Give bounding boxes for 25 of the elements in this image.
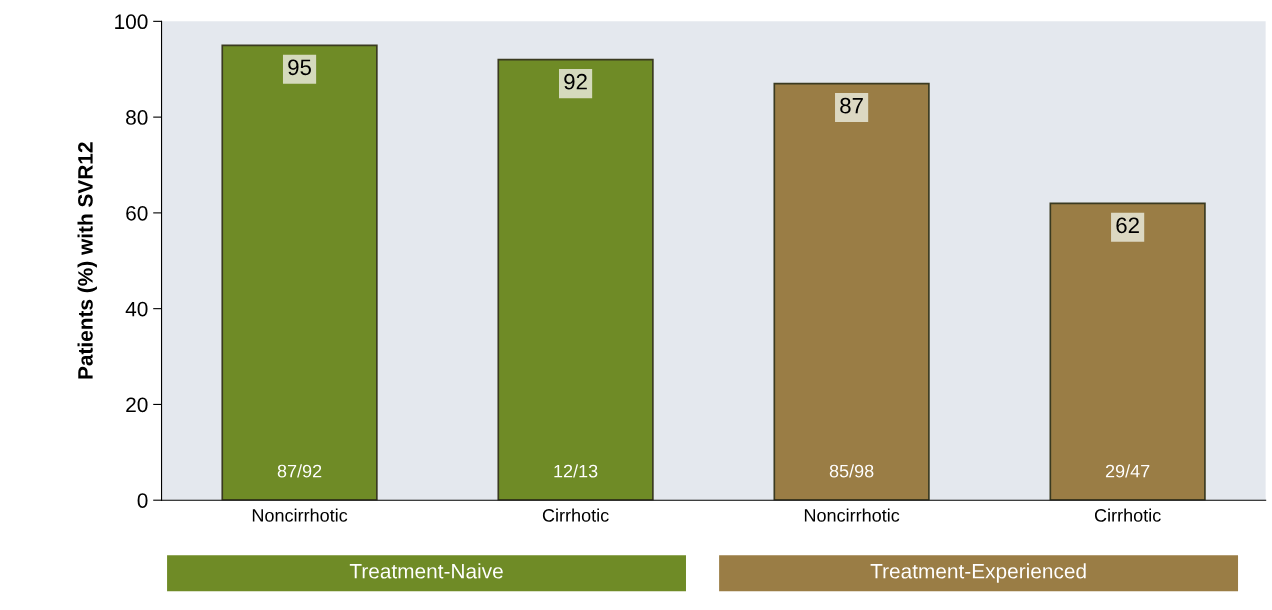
bar <box>497 58 654 501</box>
annotation: 85/98 <box>829 464 874 478</box>
x-tick-label: Noncirrhotic <box>252 508 348 522</box>
y-tick-label: 20 <box>126 397 148 413</box>
x-tick-label: Cirrhotic <box>542 508 609 522</box>
y-tick-label: 0 <box>137 493 148 508</box>
data-label: 62 <box>1116 217 1139 234</box>
data-label: 92 <box>564 73 587 90</box>
text: Treatment-Naive <box>349 563 503 579</box>
data-label: 87 <box>840 97 863 114</box>
y-tick-label: 60 <box>126 205 148 221</box>
data-label: 95 <box>288 59 311 76</box>
annotation: 87/92 <box>277 464 322 478</box>
y-tick-label: 40 <box>125 301 148 317</box>
x-tick-label: Noncirrhotic <box>804 508 900 522</box>
x-tick-label: Cirrhotic <box>1094 508 1161 522</box>
y-tick-label: 100 <box>115 14 148 30</box>
annotation: 12/13 <box>554 464 598 478</box>
y-tick-label: 80 <box>126 110 148 125</box>
bar <box>1049 202 1206 501</box>
bar <box>221 44 378 501</box>
annotation: 29/47 <box>1105 464 1150 478</box>
y-axis-title: Patients (%) with SVR12 <box>77 142 97 379</box>
text: Treatment-Experienced <box>870 563 1086 583</box>
bar <box>773 82 930 501</box>
